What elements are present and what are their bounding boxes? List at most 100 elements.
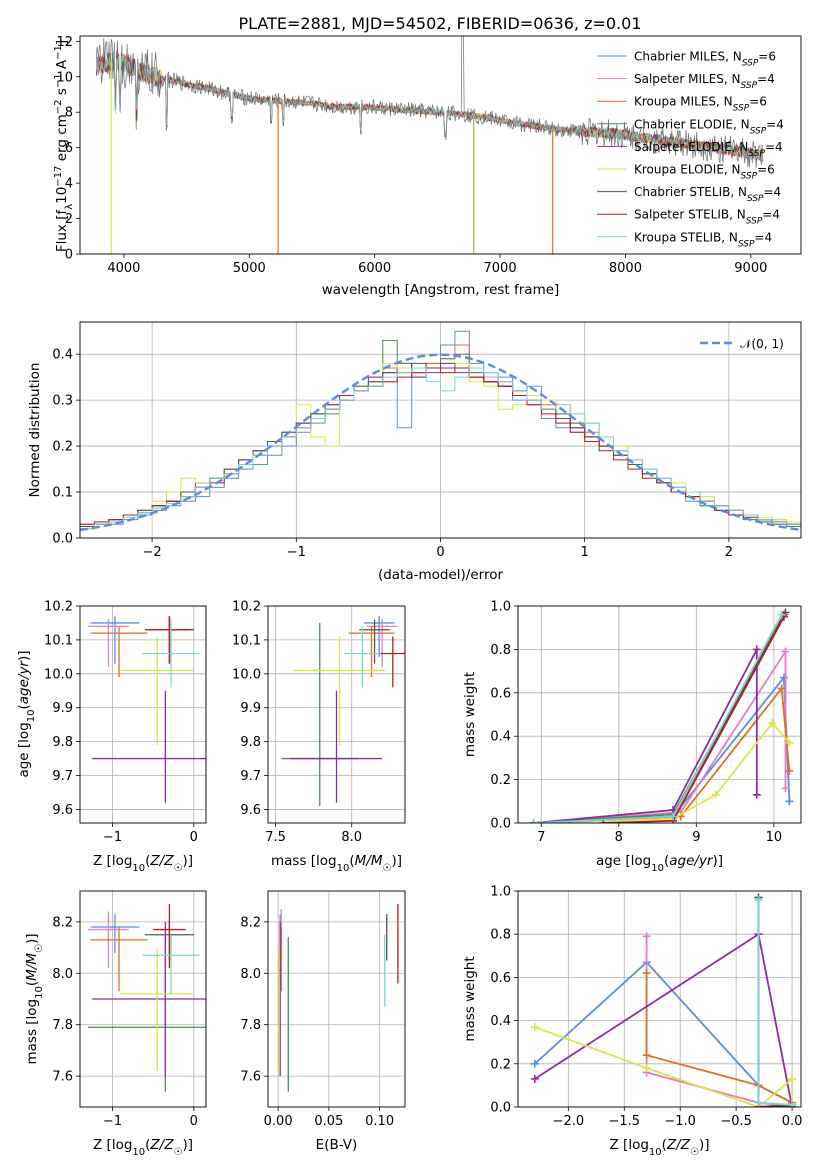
y-axis-label: mass weight [462, 956, 478, 1041]
y-tick-label: 6 [65, 141, 73, 156]
errorbar-point [90, 927, 148, 992]
panel-3: 7.5 8.0 9.6 9.7 9.8 9.9 10.0 10.1 10.2 [232, 600, 405, 845]
y-tick-label: 0.6 [490, 971, 511, 986]
errorbar-point [142, 619, 200, 688]
y-tick-label: 8.0 [240, 967, 261, 982]
y-tick-label: 10.2 [44, 600, 73, 615]
y-tick-label: 8.2 [52, 915, 73, 930]
y-tick-label: 9.8 [52, 735, 73, 750]
y-axis-label: mass [log10(M/M☉)] [24, 933, 45, 1064]
y-tick-label: 7.6 [52, 1070, 73, 1085]
panel-1: −2 −1 0 1 2 0.0 0.1 0.2 0.3 0.4 [52, 322, 801, 560]
weight-marker [530, 1023, 539, 1032]
errorbars [88, 616, 206, 803]
y-tick-label: 0.2 [490, 1057, 511, 1072]
errorbar-point [92, 921, 206, 1077]
y-tick-label: 10.1 [232, 633, 261, 648]
x-tick-label: −1.5 [608, 1114, 640, 1129]
x-tick-label: −0.5 [720, 1114, 752, 1129]
weight-marker [768, 719, 777, 728]
weight-marker [788, 1100, 797, 1107]
x-tick-label: 9 [692, 830, 700, 845]
y-tick-label: 0.0 [490, 1101, 511, 1116]
errorbars [281, 616, 405, 807]
weight-marker [785, 738, 794, 747]
errorbars [278, 903, 399, 1092]
y-tick-label: 9.8 [240, 735, 261, 750]
spectrum-series [95, 51, 761, 162]
weight-marker [785, 797, 794, 806]
axes-frame [79, 35, 802, 255]
errorbar-point [90, 626, 148, 678]
weight-series [533, 614, 783, 823]
y-tick-label: 1.0 [490, 600, 511, 615]
errorbar-point [377, 636, 405, 688]
errorbar-point [344, 626, 381, 688]
weight-marker [781, 784, 790, 793]
x-tick-label: 0.0 [782, 1114, 803, 1129]
y-tick-label: 0.6 [490, 686, 511, 701]
y-tick-label: 0.3 [52, 394, 73, 409]
weight-series [534, 961, 793, 1104]
x-axis-label: Z [log10(Z/Z☉)] [93, 1137, 193, 1158]
weight-marker [777, 610, 786, 619]
y-tick-label: 9.7 [240, 769, 261, 784]
weight-marker [537, 819, 546, 823]
gaussian-curve [80, 353, 801, 532]
errorbar-point [120, 636, 194, 746]
errorbar-point [153, 903, 186, 969]
weight-marker [788, 1074, 797, 1083]
weight-marker [642, 1051, 651, 1060]
x-tick-label: 0.00 [264, 1114, 293, 1129]
y-tick-label: 0.2 [52, 440, 73, 455]
x-tick-label: 9000 [734, 261, 767, 276]
x-tick-label: 4000 [107, 261, 140, 276]
spectrum-title: PLATE=2881, MJD=54502, FIBERID=0636, z=0… [238, 14, 641, 33]
y-tick-label: 9.6 [240, 803, 261, 818]
x-axis-label: Z [log10(Z/Z☉)] [610, 1137, 710, 1158]
y-tick-label: 0.8 [490, 928, 511, 943]
x-tick-label: −1 [103, 1114, 122, 1129]
legend-label: Chabrier MILES, NSSP=6 [634, 50, 776, 69]
axes-frame [79, 605, 207, 824]
x-tick-label: 8 [615, 830, 623, 845]
y-tick-label: 8 [65, 106, 73, 121]
weight-series [757, 899, 793, 1107]
weight-marker [642, 969, 651, 978]
panel-4: 7 8 9 10 0.0 0.2 0.4 0.6 0.8 1.0 [490, 600, 801, 845]
y-tick-label: 8.0 [52, 967, 73, 982]
x-tick-label: −2.0 [553, 1114, 585, 1129]
legend-label: 𝒩(0, 1) [740, 337, 784, 351]
weight-marker [530, 1059, 539, 1068]
weight-series [533, 614, 785, 823]
y-tick-label: 10 [56, 70, 73, 85]
errorbar-point [149, 616, 190, 664]
axes-frame [517, 605, 802, 824]
weight-marker [752, 645, 761, 654]
x-axis-label: (data-model)/error [378, 567, 504, 583]
legend-label: Chabrier ELODIE, NSSP=4 [634, 117, 784, 136]
weight-marker [711, 790, 720, 799]
errorbar-point [293, 636, 386, 746]
x-tick-label: 10 [766, 830, 783, 845]
y-tick-label: 12 [56, 35, 73, 50]
y-tick-label: 0.4 [490, 730, 511, 745]
x-tick-label: 0.10 [365, 1114, 394, 1129]
legend-label: Salpeter ELODIE, NSSP=4 [634, 140, 783, 159]
errorbar-point [92, 690, 206, 803]
weight-marker [669, 812, 678, 821]
x-tick-label: 0.05 [314, 1114, 343, 1129]
y-axis-label: age [log10(age/yr)] [16, 650, 37, 777]
axes-frame [267, 890, 406, 1108]
panel-6: 0.00 0.05 0.10 7.6 7.8 8.0 8.2 [240, 891, 405, 1129]
weight-series [534, 1026, 793, 1107]
legend-label: Kroupa STELIB, NSSP=4 [634, 230, 772, 249]
y-tick-label: 0.1 [52, 486, 73, 501]
weight-series [533, 612, 787, 823]
y-tick-label: 7.6 [240, 1070, 261, 1085]
y-tick-label: 4 [65, 177, 73, 192]
weight-marker [642, 932, 651, 941]
y-tick-label: 9.9 [240, 701, 261, 716]
y-axis-label: Flux [fλ10−17 erg cm−2 s−1 A−1] [53, 40, 75, 252]
y-tick-label: 0 [65, 248, 73, 263]
